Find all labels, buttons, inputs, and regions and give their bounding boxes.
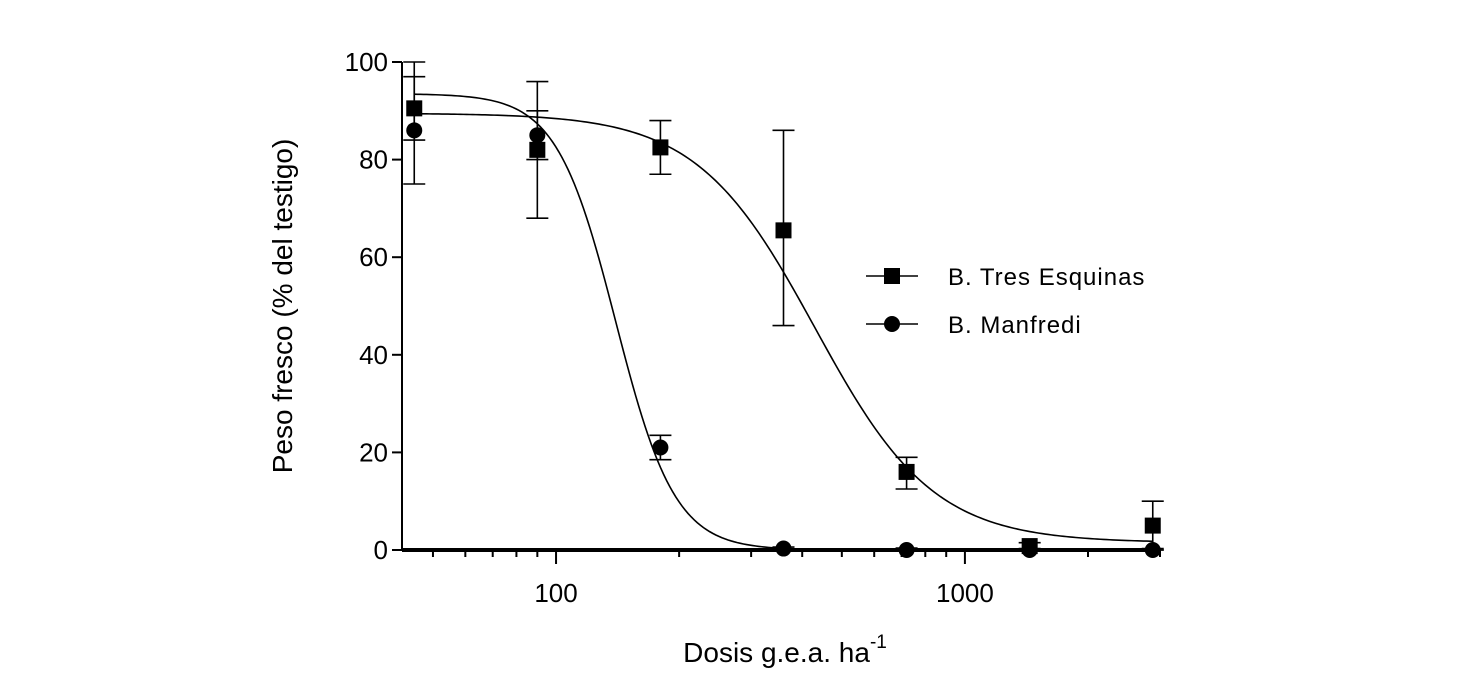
legend: B. Tres Esquinas B. Manfredi bbox=[866, 264, 1145, 339]
x-ticks: 100 1000 bbox=[431, 550, 1161, 608]
data-point-series-2 bbox=[898, 542, 915, 558]
x-axis-title: Dosis g.e.a. ha-1 bbox=[683, 632, 887, 668]
data-point-series-1 bbox=[529, 141, 546, 158]
legend-label-series-1: B. Tres Esquinas bbox=[948, 264, 1145, 291]
data-point-series-1 bbox=[1144, 517, 1161, 534]
data-point-series-2 bbox=[406, 122, 423, 139]
y-tick-label: 20 bbox=[359, 437, 388, 467]
data-point-series-1 bbox=[406, 100, 423, 117]
data-markers bbox=[406, 100, 1161, 558]
y-tick-label: 0 bbox=[374, 535, 388, 565]
data-point-series-1 bbox=[898, 463, 915, 480]
data-point-series-2 bbox=[529, 127, 546, 144]
y-tick-label: 100 bbox=[345, 47, 388, 77]
x-axis-title-main: Dosis g.e.a. ha bbox=[683, 637, 870, 668]
data-point-series-2 bbox=[652, 439, 669, 456]
data-point-series-1 bbox=[652, 139, 669, 156]
y-ticks: 0 20 40 60 80 100 bbox=[345, 47, 402, 565]
x-tick-label: 100 bbox=[534, 578, 577, 608]
data-point-series-1 bbox=[775, 222, 792, 239]
data-point-series-2 bbox=[775, 540, 792, 557]
legend-marker-series-2 bbox=[884, 316, 900, 332]
error-bars bbox=[403, 61, 1164, 551]
data-point-series-2 bbox=[1144, 542, 1161, 558]
axes: 0 20 40 60 80 100 100 1000 bbox=[345, 47, 1161, 608]
y-axis-title: Peso fresco (% del testigo) bbox=[267, 139, 298, 474]
x-tick-label: 1000 bbox=[936, 578, 994, 608]
x-axis-title-superscript: -1 bbox=[870, 632, 887, 653]
y-tick-label: 60 bbox=[359, 242, 388, 272]
legend-marker-series-1 bbox=[884, 268, 900, 284]
legend-label-series-2: B. Manfredi bbox=[948, 312, 1082, 339]
data-point-series-2 bbox=[1021, 542, 1038, 558]
y-tick-label: 40 bbox=[359, 340, 388, 370]
y-tick-label: 80 bbox=[359, 145, 388, 175]
